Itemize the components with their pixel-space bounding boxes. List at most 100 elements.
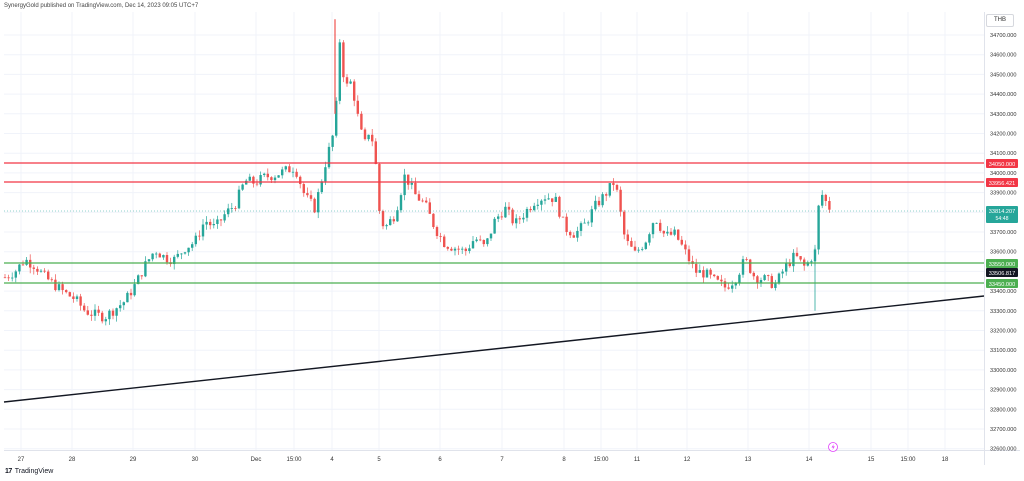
time-axis[interactable]: 27 28 29 30 Dec 15:00 4 5 6 7 8 15:00 11 12 13 14 15 15:0…	[18, 457, 949, 463]
candle-bull	[731, 285, 734, 289]
candle-bull	[583, 222, 586, 224]
candle-bear	[86, 310, 89, 315]
candle-bull	[338, 42, 341, 101]
candle-bull	[144, 261, 147, 277]
candle-bear	[795, 252, 799, 257]
candle-bull	[173, 256, 176, 265]
candle-bear	[695, 263, 698, 273]
candle-bull	[533, 205, 536, 211]
candle-bull	[324, 167, 327, 182]
candle-bull	[223, 214, 226, 221]
candle-bull	[504, 206, 507, 218]
candle-bear	[720, 279, 723, 282]
ascending-trendline[interactable]	[3, 295, 985, 403]
badge-resistance-upper-text: 34050.000	[989, 162, 1015, 168]
candle-bull	[367, 134, 370, 140]
candle-bear	[270, 177, 273, 181]
candle-bear	[50, 279, 53, 281]
time-tick-label: 12	[684, 457, 691, 463]
candle-bear	[21, 264, 25, 266]
candle-bull	[108, 310, 111, 320]
candle-bull	[644, 242, 647, 249]
candle-bull	[651, 223, 655, 235]
candle-bear	[687, 249, 691, 262]
time-tick-label: Dec	[251, 457, 262, 463]
price-tick-label: 33700.000	[990, 230, 1016, 236]
badge-support-lower-text: 33450.000	[989, 282, 1015, 288]
candle-bull	[543, 199, 547, 201]
time-tick-label: 13	[745, 457, 752, 463]
candle-bull	[331, 135, 334, 147]
candle-bull	[216, 219, 219, 225]
candle-bear	[623, 211, 626, 235]
candle-bull	[248, 176, 251, 181]
candle-bull	[777, 273, 781, 284]
badge-resistance-lower: 33956.421	[986, 178, 1018, 187]
price-axis[interactable]: 34700.000 34600.000 34500.000 34400.000 3430…	[990, 33, 1016, 453]
lightning-icon[interactable]	[828, 442, 838, 452]
candle-bull	[180, 253, 183, 255]
tradingview-brand: 17 TradingView	[5, 468, 53, 475]
candle-bear	[702, 270, 705, 278]
candle-bull	[119, 305, 122, 309]
candle-bull	[104, 319, 107, 322]
time-tick-label: 15	[868, 457, 875, 463]
candle-bear	[425, 200, 428, 203]
badge-countdown-text: 54:48	[996, 216, 1009, 222]
candle-bear	[407, 174, 410, 185]
candle-bear	[7, 277, 10, 279]
candle-bear	[677, 229, 680, 240]
candle-bull	[273, 177, 277, 181]
candle-bear	[54, 279, 57, 291]
candle-bull	[734, 283, 737, 286]
candle-bull	[673, 229, 676, 235]
candle-bear	[83, 305, 86, 311]
candle-bear	[43, 270, 46, 272]
candle-bull	[461, 248, 464, 250]
candle-bear	[727, 287, 730, 289]
candle-bull	[133, 284, 136, 296]
price-tick-label: 34100.000	[990, 151, 1016, 157]
badge-support-upper-text: 33550.000	[989, 262, 1015, 268]
candle-bear	[342, 42, 345, 78]
badge-crosshair-price: 33506.817	[986, 268, 1018, 277]
candle-bull	[176, 253, 179, 257]
price-tick-label: 33100.000	[990, 348, 1016, 354]
candle-bear	[234, 208, 237, 209]
candle-bull	[781, 271, 784, 274]
time-tick-label: 7	[500, 457, 504, 463]
candle-bear	[360, 113, 363, 130]
candle-bull	[792, 252, 795, 267]
currency-unit-label[interactable]: THB	[986, 14, 1014, 27]
candle-bear	[551, 198, 554, 202]
candle-bear	[266, 173, 269, 178]
candle-bull	[594, 200, 597, 210]
time-tick-label: 8	[562, 457, 566, 463]
candle-bull	[320, 181, 323, 193]
candle-bull	[453, 248, 457, 251]
price-tick-label: 34200.000	[990, 132, 1016, 138]
candle-bear	[659, 222, 662, 231]
candle-bull	[147, 259, 151, 262]
candle-bull	[810, 261, 813, 263]
price-tick-label: 33200.000	[990, 329, 1016, 335]
time-tick-label: 15:00	[593, 457, 609, 463]
candle-bull	[806, 262, 809, 266]
candle-bear	[799, 256, 802, 260]
time-tick-label: 4	[330, 457, 334, 463]
price-tick-label: 34400.000	[990, 92, 1016, 98]
candle-bull	[284, 166, 287, 170]
candle-bull	[403, 174, 406, 196]
candle-bull	[183, 252, 187, 254]
price-tick-label: 33300.000	[990, 309, 1016, 315]
candle-bull	[763, 275, 766, 281]
candle-bear	[36, 268, 39, 272]
candle-bear	[432, 213, 435, 228]
candle-bull	[227, 208, 230, 215]
candle-bear	[111, 310, 115, 316]
candle-bear	[252, 176, 255, 184]
candle-bear	[345, 77, 349, 84]
candle-bull	[241, 184, 244, 190]
time-tick-label: 11	[634, 457, 641, 463]
